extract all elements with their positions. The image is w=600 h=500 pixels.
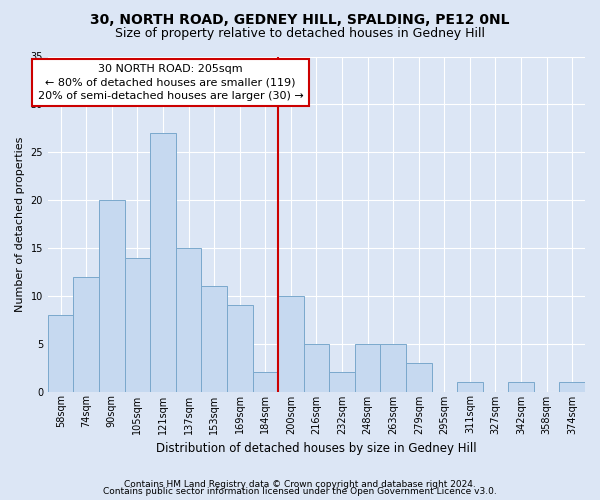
Bar <box>278 296 304 392</box>
Bar <box>150 133 176 392</box>
Text: Contains HM Land Registry data © Crown copyright and database right 2024.: Contains HM Land Registry data © Crown c… <box>124 480 476 489</box>
Bar <box>48 315 73 392</box>
X-axis label: Distribution of detached houses by size in Gedney Hill: Distribution of detached houses by size … <box>156 442 477 455</box>
Bar <box>329 372 355 392</box>
Bar <box>457 382 482 392</box>
Bar <box>176 248 202 392</box>
Text: Contains public sector information licensed under the Open Government Licence v3: Contains public sector information licen… <box>103 488 497 496</box>
Bar <box>253 372 278 392</box>
Bar <box>406 363 431 392</box>
Bar <box>99 200 125 392</box>
Bar <box>125 258 150 392</box>
Text: Size of property relative to detached houses in Gedney Hill: Size of property relative to detached ho… <box>115 28 485 40</box>
Bar <box>227 306 253 392</box>
Bar <box>304 344 329 392</box>
Text: 30 NORTH ROAD: 205sqm
← 80% of detached houses are smaller (119)
20% of semi-det: 30 NORTH ROAD: 205sqm ← 80% of detached … <box>38 64 304 100</box>
Text: 30, NORTH ROAD, GEDNEY HILL, SPALDING, PE12 0NL: 30, NORTH ROAD, GEDNEY HILL, SPALDING, P… <box>90 12 510 26</box>
Bar <box>508 382 534 392</box>
Bar <box>380 344 406 392</box>
Bar <box>559 382 585 392</box>
Y-axis label: Number of detached properties: Number of detached properties <box>15 136 25 312</box>
Bar <box>355 344 380 392</box>
Bar <box>73 276 99 392</box>
Bar <box>202 286 227 392</box>
